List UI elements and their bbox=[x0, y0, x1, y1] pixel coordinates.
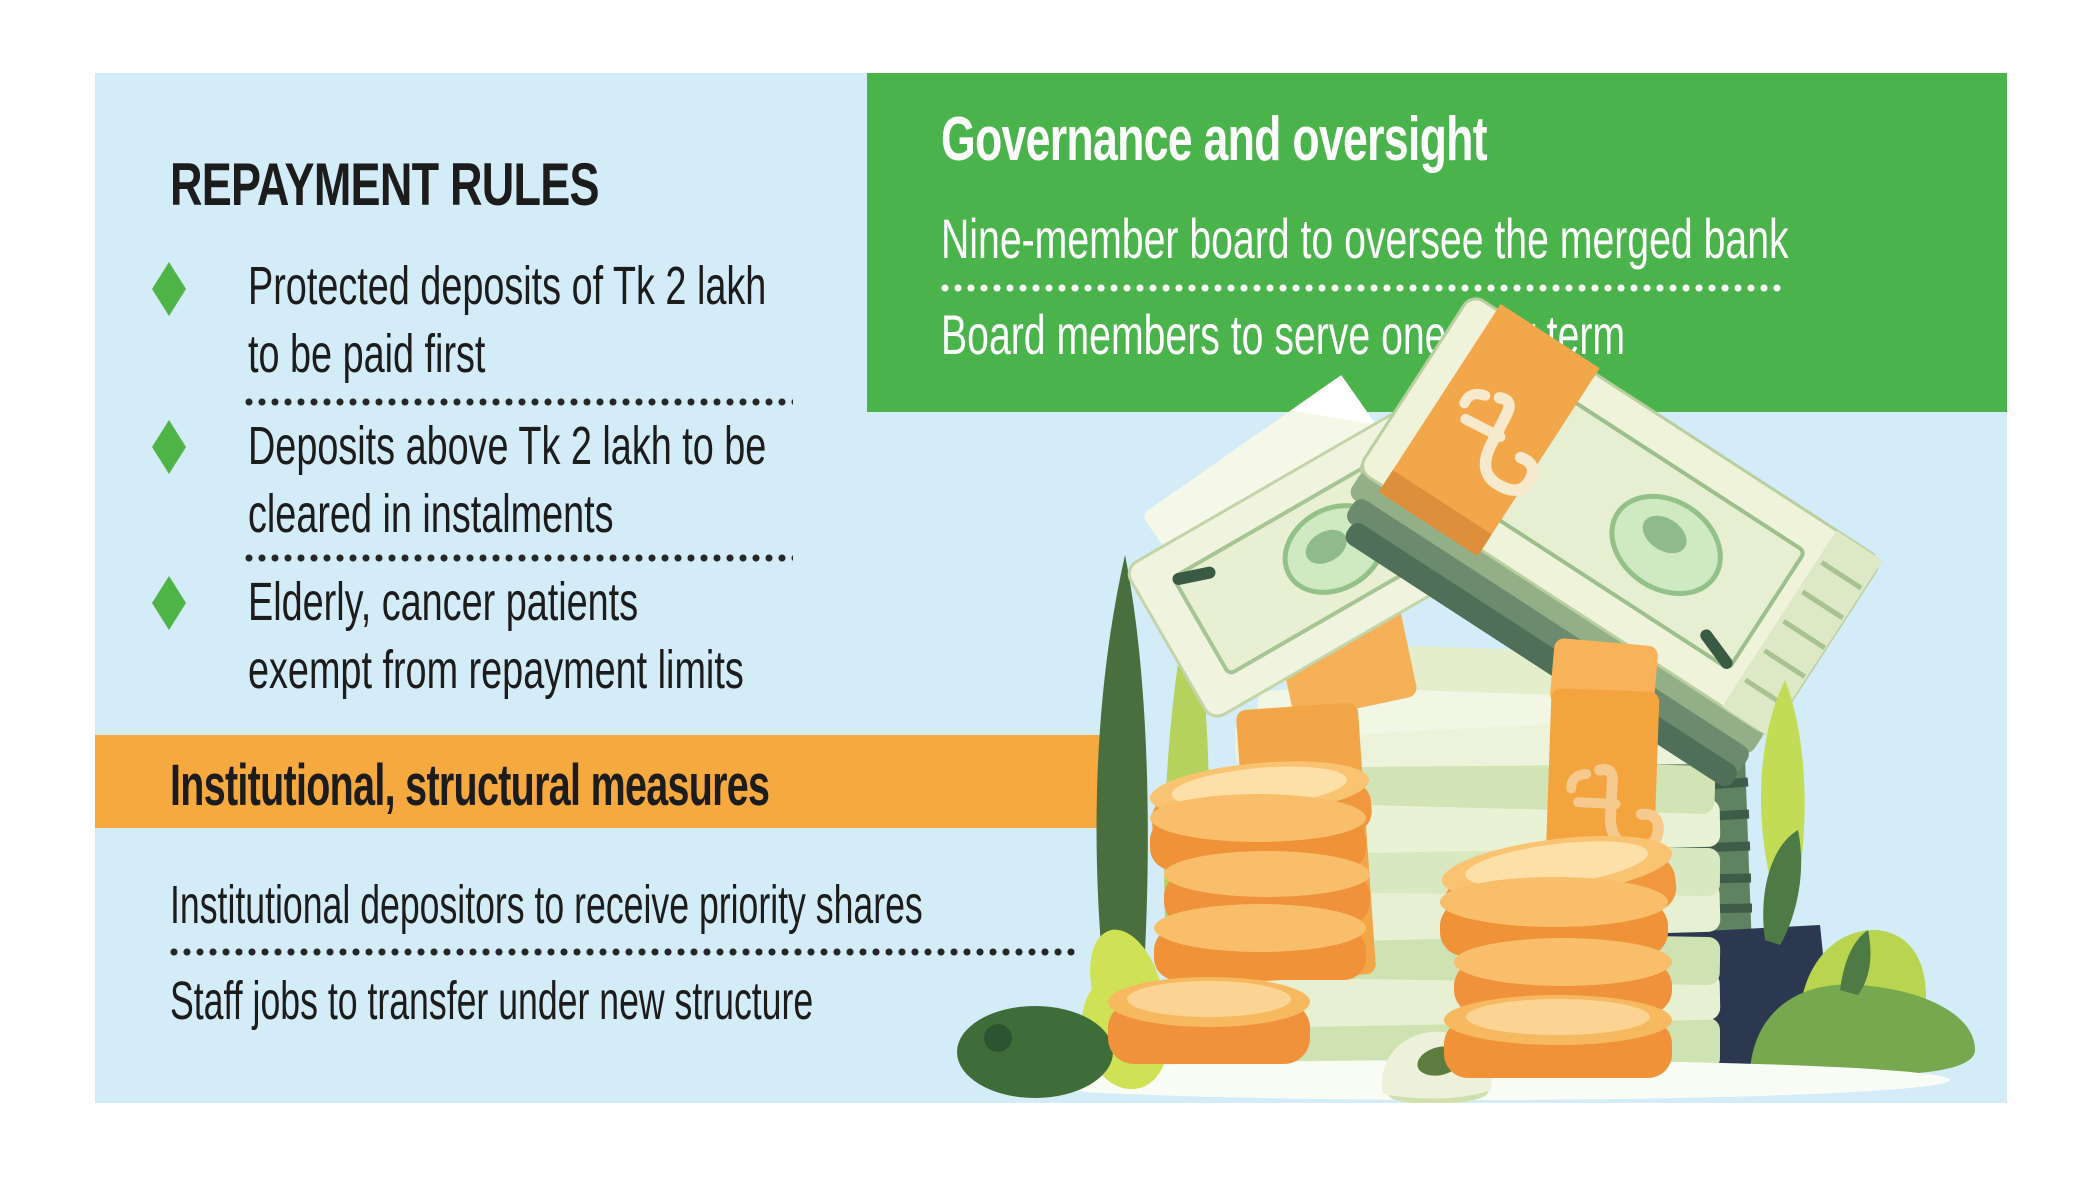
dotted-divider-2 bbox=[245, 554, 793, 562]
repayment-bullet-1: Protected deposits of Tk 2 lakh to be pa… bbox=[248, 252, 766, 388]
bullet-line: Elderly, cancer patients bbox=[248, 572, 639, 632]
coin-stack-left bbox=[1108, 761, 1372, 1064]
bushes-right bbox=[1750, 680, 1975, 1075]
governance-item-1: Nine-member board to oversee the merged … bbox=[941, 207, 1789, 270]
repayment-bullet-3: Elderly, cancer patients exempt from rep… bbox=[248, 568, 744, 704]
coin-stack-right bbox=[1440, 835, 1677, 1078]
bullet-line: cleared in instalments bbox=[248, 484, 614, 544]
bullet-line: exempt from repayment limits bbox=[248, 640, 744, 700]
dotted-divider-3 bbox=[170, 948, 1075, 956]
institutional-item-1: Institutional depositors to receive prio… bbox=[170, 875, 923, 935]
dotted-divider-governance bbox=[941, 284, 1786, 292]
money-pile-illustration bbox=[957, 297, 1975, 1103]
institutional-banner-title: Institutional, structural measures bbox=[170, 753, 770, 818]
bullet-line: Deposits above Tk 2 lakh to be bbox=[248, 416, 767, 476]
bullet-line: Protected deposits of Tk 2 lakh bbox=[248, 256, 767, 316]
institutional-item-2: Staff jobs to transfer under new structu… bbox=[170, 971, 814, 1031]
institutional-banner bbox=[95, 735, 1138, 828]
bullet-line: to be paid first bbox=[248, 324, 486, 384]
dotted-divider-1 bbox=[245, 398, 793, 406]
repayment-title: REPAYMENT RULES bbox=[170, 151, 600, 218]
repayment-bullet-2: Deposits above Tk 2 lakh to be cleared i… bbox=[248, 412, 766, 548]
governance-title: Governance and oversight bbox=[941, 105, 1488, 174]
